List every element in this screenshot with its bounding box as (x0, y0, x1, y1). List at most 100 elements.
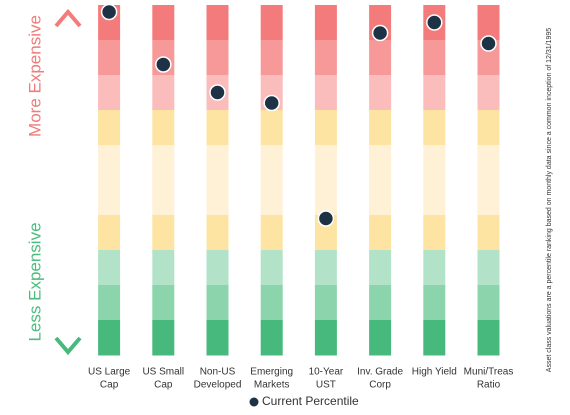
x-tick-label: Muni/Treas (464, 367, 514, 378)
x-tick-label: UST (316, 380, 336, 391)
band (423, 285, 446, 321)
band (260, 180, 283, 216)
band (98, 75, 121, 111)
band (477, 285, 500, 321)
x-tick-label: Cap (100, 380, 119, 391)
band (477, 320, 500, 356)
band (260, 5, 283, 41)
band (206, 145, 229, 181)
band (423, 320, 446, 356)
band (369, 250, 392, 286)
band (260, 145, 283, 181)
percentile-dot (100, 3, 118, 21)
band (314, 285, 337, 321)
band (260, 250, 283, 286)
band (477, 180, 500, 216)
band (314, 180, 337, 216)
band (152, 250, 175, 286)
band (477, 250, 500, 286)
band (477, 110, 500, 146)
band (477, 75, 500, 111)
band (152, 5, 175, 41)
band (206, 180, 229, 216)
band (369, 40, 392, 76)
band (98, 285, 121, 321)
band (314, 75, 337, 111)
band (260, 320, 283, 356)
band (152, 75, 175, 111)
band (206, 250, 229, 286)
band (260, 110, 283, 146)
band (314, 5, 337, 41)
band (260, 285, 283, 321)
legend-marker (249, 397, 259, 407)
percentile-dot (263, 94, 280, 112)
band (423, 110, 446, 146)
band (369, 180, 392, 216)
band (314, 250, 337, 286)
band (206, 110, 229, 146)
percentile-dot (209, 84, 226, 101)
band (98, 145, 121, 181)
band (152, 110, 175, 146)
less-expensive-label: Less Expensive (25, 222, 44, 341)
band (206, 40, 229, 76)
x-tick-label: Emerging (250, 367, 293, 378)
band (260, 215, 283, 251)
band (423, 180, 446, 216)
x-tick-label: US Large (88, 367, 131, 378)
band (423, 40, 446, 76)
band (423, 215, 446, 251)
x-tick-label: Inv. Grade (357, 367, 403, 378)
legend-label: Current Percentile (262, 394, 359, 408)
x-tick-label: Non-US (200, 367, 236, 378)
band (423, 250, 446, 286)
band (314, 320, 337, 356)
x-tick-label: Developed (194, 380, 242, 391)
percentile-dot (426, 14, 443, 31)
x-tick-label: Markets (254, 380, 290, 391)
x-tick-label: 10-Year (309, 367, 344, 378)
band (314, 145, 337, 181)
percentile-dot (317, 210, 335, 227)
band (423, 75, 446, 111)
x-tick-label: Ratio (477, 380, 501, 391)
band (98, 320, 121, 356)
band (152, 215, 175, 251)
percentile-dot (480, 35, 497, 52)
band (369, 285, 392, 321)
band (98, 215, 121, 251)
band (98, 40, 121, 76)
x-tick-label: US Small (142, 367, 184, 378)
band (206, 5, 229, 41)
band (477, 215, 500, 251)
band (369, 110, 392, 146)
band (98, 110, 121, 146)
band (98, 250, 121, 286)
band (369, 320, 392, 356)
band (369, 75, 392, 111)
percentile-dot (371, 24, 389, 42)
band (206, 320, 229, 356)
band (98, 180, 121, 216)
band (206, 285, 229, 321)
percentile-dot (155, 56, 172, 73)
band (423, 145, 446, 181)
band (206, 215, 229, 251)
band (152, 145, 175, 181)
arrow-head-up (54, 8, 82, 28)
band (477, 145, 500, 181)
band (152, 180, 175, 216)
band (314, 110, 337, 146)
band (152, 285, 175, 321)
band (314, 40, 337, 76)
band (369, 145, 392, 181)
x-tick-label: High Yield (412, 367, 457, 378)
x-tick-label: Corp (369, 380, 391, 391)
x-tick-label: Cap (154, 380, 173, 391)
band (369, 215, 392, 251)
band (477, 5, 500, 41)
arrow-head-down (54, 336, 82, 356)
band (260, 40, 283, 76)
